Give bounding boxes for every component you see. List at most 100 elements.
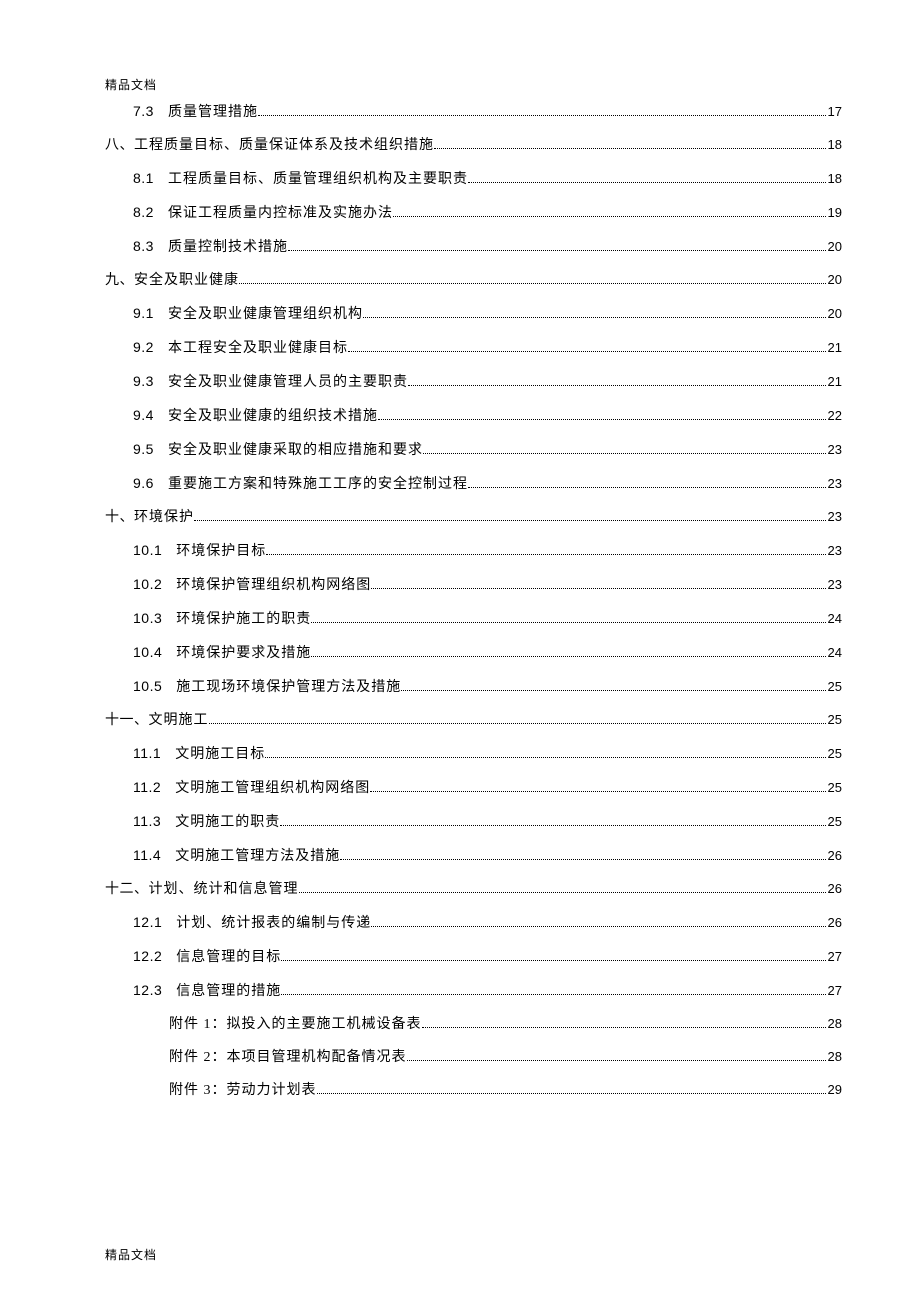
toc-entry-title: 安全及职业健康的组织技术措施 [168,406,378,427]
toc-entry-number: 11.1 [133,743,161,764]
toc-leader-dots [393,216,826,217]
toc-entry-title: 施工现场环境保护管理方法及措施 [176,677,401,698]
toc-entry-page: 25 [828,677,842,697]
toc-entry-title: 安全及职业健康采取的相应措施和要求 [168,440,423,461]
toc-entry-title: 环境保护施工的职责 [176,609,311,630]
toc-entry-title: 安全及职业健康管理人员的主要职责 [168,372,408,393]
toc-entry-title: 附件 2：本项目管理机构配备情况表 [169,1047,407,1068]
toc-leader-dots [371,926,825,927]
toc-leader-dots [280,825,825,826]
toc-entry-page: 27 [828,981,842,1001]
toc-entry-page: 24 [828,643,842,663]
toc-entry-page: 28 [828,1047,842,1067]
toc-entry-number: 8.1 [133,168,154,189]
toc-leader-dots [239,283,826,284]
toc-entry-title: 计划、统计和信息管理 [149,879,299,900]
toc-entry: 9.6重要施工方案和特殊施工工序的安全控制过程23 [105,473,842,495]
toc-entry-page: 25 [828,778,842,798]
toc-entry-page: 25 [828,744,842,764]
toc-leader-dots [194,520,826,521]
toc-leader-dots [401,690,825,691]
toc-leader-dots [340,859,825,860]
toc-entry: 8.1 工程质量目标、质量管理组织机构及主要职责 18 [105,168,842,190]
toc-entry-page: 26 [828,913,842,933]
toc-entry-page: 26 [828,846,842,866]
toc-entry-title: 信息管理的措施 [176,981,281,1002]
toc-entry-title: 本工程安全及职业健康目标 [168,338,348,359]
toc-entry-number: 10.2 [133,574,162,595]
toc-entry-number: 11.2 [133,777,161,798]
toc-leader-dots [378,419,826,420]
toc-entry-page: 20 [828,270,842,290]
toc-entry-page: 23 [828,507,842,527]
toc-entry: 10.2 环境保护管理组织机构网络图 23 [105,574,842,596]
toc-entry-number: 9.1 [133,303,154,324]
toc-leader-dots [407,1060,826,1061]
toc-entry-page: 23 [828,440,842,460]
toc-entry-page: 23 [828,541,842,561]
toc-leader-dots [209,723,826,724]
toc-entry-title: 附件 1：拟投入的主要施工机械设备表 [169,1014,422,1035]
toc-entry-title: 安全及职业健康管理组织机构 [168,304,363,325]
toc-entry-page: 18 [828,169,842,189]
toc-entry-number: 十一、 [105,710,149,731]
toc-entry: 9.5安全及职业健康采取的相应措施和要求23 [105,439,842,461]
toc-leader-dots [408,385,826,386]
toc-entry: 9.2本工程安全及职业健康目标21 [105,337,842,359]
toc-entry: 12.2信息管理的目标27 [105,946,842,968]
toc-entry-title: 环境保护管理组织机构网络图 [176,575,371,596]
toc-entry-title: 文明施工目标 [175,744,265,765]
toc-entry-number: 12.3 [133,980,162,1001]
toc-entry-page: 26 [828,879,842,899]
toc-entry-number: 11.4 [133,845,161,866]
toc-entry: 12.3 信息管理的措施 27 [105,980,842,1002]
toc-entry-title: 文明施工管理组织机构网络图 [175,778,370,799]
toc-entry: 12.1 计划、统计报表的编制与传递 26 [105,912,842,934]
toc-entry-number: 7.3 [133,101,154,122]
toc-entry-title: 计划、统计报表的编制与传递 [176,913,371,934]
toc-entry: 11.1 文明施工目标 25 [105,743,842,765]
toc-entry-page: 28 [828,1014,842,1034]
toc-leader-dots [363,317,826,318]
toc-entry-title: 工程质量目标、质量保证体系及技术组织措施 [134,135,434,156]
toc-entry-title: 工程质量目标、质量管理组织机构及主要职责 [168,169,468,190]
toc-leader-dots [265,757,825,758]
toc-entry: 10.4环境保护要求及措施24 [105,642,842,664]
toc-leader-dots [311,622,825,623]
toc-entry-number: 10.1 [133,540,162,561]
toc-entry: 11.4 文明施工管理方法及措施 26 [105,845,842,867]
toc-entry: 10.1 环境保护目标 23 [105,540,842,562]
toc-entry-title: 质量控制技术措施 [168,237,288,258]
toc-entry-number: 12.2 [133,946,162,967]
toc-entry-page: 24 [828,609,842,629]
toc-entry-page: 18 [828,135,842,155]
toc-entry-page: 25 [828,710,842,730]
toc-leader-dots [281,994,825,995]
toc-entry-number: 11.3 [133,811,161,832]
toc-entry-number: 9.6 [133,473,154,494]
toc-leader-dots [434,148,826,149]
toc-leader-dots [311,656,825,657]
toc-entry: 8.3质量控制技术措施20 [105,236,842,258]
toc-entry: 十一、文明施工25 [105,710,842,731]
toc-entry-page: 21 [828,372,842,392]
toc-entry: 9.3安全及职业健康管理人员的主要职责21 [105,371,842,393]
toc-entry-title: 附件 3：劳动力计划表 [169,1080,317,1101]
toc-entry: 附件 2：本项目管理机构配备情况表 28 [105,1047,842,1068]
toc-entry-number: 十二、 [105,879,149,900]
toc-entry: 附件 1：拟投入的主要施工机械设备表 28 [105,1014,842,1035]
toc-leader-dots [288,250,826,251]
toc-entry-page: 25 [828,812,842,832]
toc-entry: 附件 3：劳动力计划表29 [105,1080,842,1101]
toc-entry-title: 信息管理的目标 [176,947,281,968]
toc-entry-number: 9.2 [133,337,154,358]
toc-entry-page: 20 [828,304,842,324]
toc-leader-dots [266,554,825,555]
toc-entry-title: 环境保护目标 [176,541,266,562]
toc-entry-title: 文明施工管理方法及措施 [175,846,340,867]
table-of-contents: 7.3质量管理措施17八、工程质量目标、质量保证体系及技术组织措施188.1工程… [105,101,842,1101]
toc-entry-title: 重要施工方案和特殊施工工序的安全控制过程 [168,474,468,495]
toc-leader-dots [423,453,826,454]
toc-entry-page: 23 [828,575,842,595]
toc-entry-number: 12.1 [133,912,162,933]
